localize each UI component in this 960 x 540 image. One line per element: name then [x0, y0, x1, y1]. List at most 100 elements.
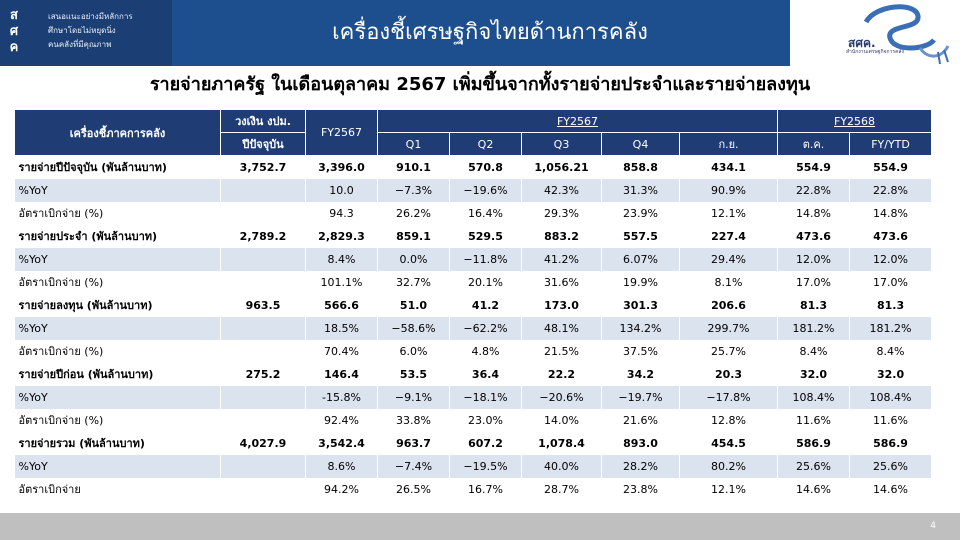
table-cell: 34.2 [601, 362, 680, 386]
table-cell: −18.1% [449, 385, 522, 409]
table-cell: −19.5% [449, 454, 522, 478]
table-cell: 32.7% [377, 270, 450, 294]
table-row: รายจ่ายปีก่อน (พันล้านบาท) 275.2 146.4 53.5… [14, 362, 933, 386]
table-cell: 883.2 [521, 224, 602, 248]
table-cell: 963.7 [377, 431, 450, 455]
table-cell: 51.0 [377, 293, 450, 317]
row-label: อัตราเบิกจ่าย [14, 477, 221, 501]
row-label: %YoY [14, 247, 221, 271]
table-row: อัตราเบิกจ่าย (%) 101.1% 32.7% 20.1% 31.6% 19… [14, 270, 933, 294]
table-cell: 893.0 [601, 431, 680, 455]
table-cell: 12.0% [777, 247, 851, 271]
table-cell: 586.9 [849, 431, 933, 455]
table-cell: 2,789.2 [220, 224, 306, 248]
row-label: อัตราเบิกจ่าย (%) [14, 270, 221, 294]
table-row: อัตราเบิกจ่าย (%) 92.4% 33.8% 23.0% 14.0% 21.… [14, 408, 933, 432]
table-cell: 554.9 [849, 155, 933, 179]
table-cell: 14.0% [521, 408, 602, 432]
header-budget-bottom: ปีปัจจุบัน [220, 132, 306, 156]
table-cell: 40.0% [521, 454, 602, 478]
table-cell [220, 178, 306, 202]
table-cell: 206.6 [679, 293, 779, 317]
table-cell: 12.8% [679, 408, 779, 432]
table-cell: 16.7% [449, 477, 522, 501]
header-indicator: เครื่องชี้ภาคการคลัง [14, 109, 221, 156]
table-cell: 4,027.9 [220, 431, 306, 455]
table-row: %YoY 8.4% 0.0% −11.8% 41.2% 6.07% 29.4% 12.0% 12… [14, 247, 933, 271]
motto-line: คนคลังที่มีคุณภาพ [48, 40, 112, 49]
header-oct: ต.ค. [777, 132, 851, 156]
table-row: อัตราเบิกจ่าย (%) 94.3 26.2% 16.4% 29.3% 23.9… [14, 201, 933, 225]
header-q3: Q3 [521, 132, 602, 156]
table-row: %YoY 18.5% −58.6% −62.2% 48.1% 134.2% 299.7% 18… [14, 316, 933, 340]
table-cell: 12.1% [679, 201, 779, 225]
table-cell: 554.9 [777, 155, 851, 179]
table-cell: 81.3 [777, 293, 851, 317]
table-cell: 473.6 [777, 224, 851, 248]
table-cell: 12.1% [679, 477, 779, 501]
table-cell: 48.1% [521, 316, 602, 340]
table-cell: 32.0 [777, 362, 851, 386]
table-cell: 134.2% [601, 316, 680, 340]
table-cell: 14.6% [849, 477, 933, 501]
header-q4: Q4 [601, 132, 680, 156]
table-cell: 529.5 [449, 224, 522, 248]
header-q1: Q1 [377, 132, 450, 156]
table-cell: 21.6% [601, 408, 680, 432]
table-cell: 33.8% [377, 408, 450, 432]
table-cell: 557.5 [601, 224, 680, 248]
footer-bar: 4 [0, 513, 960, 540]
header-fy2568-group: FY2568 [777, 109, 933, 133]
header-bar: ส ศ ค เสนอแนะอย่างมีหลักการ ศึกษาโดยไม่ห… [0, 0, 960, 66]
table-cell: 275.2 [220, 362, 306, 386]
page-number: 4 [930, 521, 936, 531]
table-cell: 36.4 [449, 362, 522, 386]
row-label: รายจ่ายรวม (พันล้านบาท) [14, 431, 221, 455]
table-cell: 173.0 [521, 293, 602, 317]
table-cell: 29.3% [521, 201, 602, 225]
table-cell: 92.4% [305, 408, 378, 432]
header-q2: Q2 [449, 132, 522, 156]
table-row: รายจ่ายลงทุน (พันล้านบาท) 963.5 566.6 51.0 4… [14, 293, 933, 317]
table-cell: 8.1% [679, 270, 779, 294]
table-cell: −7.3% [377, 178, 450, 202]
table-cell [220, 385, 306, 409]
table-cell: 0.0% [377, 247, 450, 271]
table-cell: 16.4% [449, 201, 522, 225]
table-row: %YoY 8.6% −7.4% −19.5% 40.0% 28.2% 80.2% 25.6% 2… [14, 454, 933, 478]
row-label: อัตราเบิกจ่าย (%) [14, 408, 221, 432]
table-cell: −19.6% [449, 178, 522, 202]
table-cell: −19.7% [601, 385, 680, 409]
row-label: %YoY [14, 385, 221, 409]
table-cell: 22.8% [777, 178, 851, 202]
table-cell: -15.8% [305, 385, 378, 409]
row-label: อัตราเบิกจ่าย (%) [14, 339, 221, 363]
table-cell: 8.4% [305, 247, 378, 271]
table-cell: 434.1 [679, 155, 779, 179]
table-cell: 32.0 [849, 362, 933, 386]
row-label: อัตราเบิกจ่าย (%) [14, 201, 221, 225]
table-cell: 17.0% [777, 270, 851, 294]
table-cell: 4.8% [449, 339, 522, 363]
table-cell: 41.2% [521, 247, 602, 271]
emblem-icon [863, 4, 950, 65]
table-cell [220, 316, 306, 340]
logo-motto: เสนอแนะอย่างมีหลักการ ศึกษาโดยไม่หยุดนิ่… [48, 10, 133, 52]
table-cell: 25.6% [777, 454, 851, 478]
table-cell [220, 454, 306, 478]
table-cell: 3,752.7 [220, 155, 306, 179]
table-cell [220, 201, 306, 225]
table-cell: 23.9% [601, 201, 680, 225]
table-cell: 18.5% [305, 316, 378, 340]
logo-letter: ค [9, 40, 19, 55]
table-cell: 10.0 [305, 178, 378, 202]
table-cell: 146.4 [305, 362, 378, 386]
table-cell [220, 477, 306, 501]
table-cell: 859.1 [377, 224, 450, 248]
table-cell: 301.3 [601, 293, 680, 317]
header-fy-ytd: FY/YTD [849, 132, 933, 156]
row-label: รายจ่ายปีก่อน (พันล้านบาท) [14, 362, 221, 386]
table-cell: 566.6 [305, 293, 378, 317]
table-cell: −17.8% [679, 385, 779, 409]
table-cell: 53.5 [377, 362, 450, 386]
